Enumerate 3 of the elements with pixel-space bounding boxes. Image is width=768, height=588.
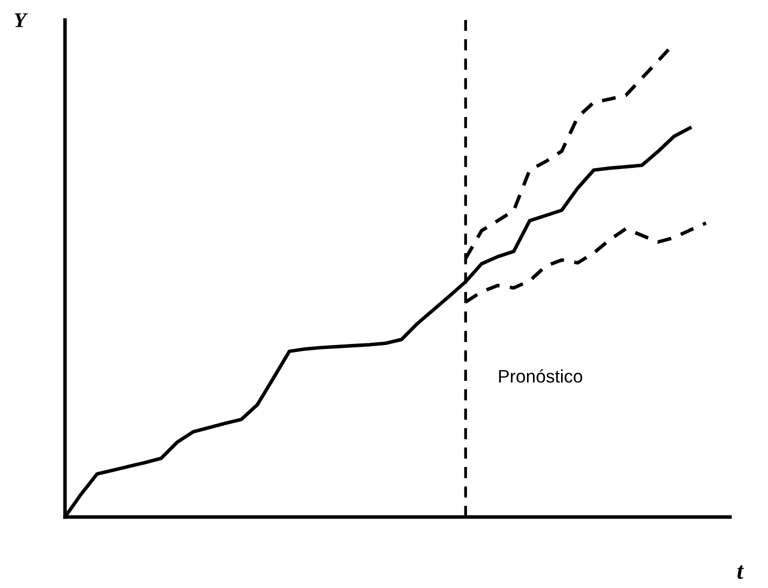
annotation: Pronóstico bbox=[499, 369, 582, 383]
y-axis-title: Y bbox=[14, 13, 28, 28]
x-axis-title: t bbox=[737, 565, 744, 579]
